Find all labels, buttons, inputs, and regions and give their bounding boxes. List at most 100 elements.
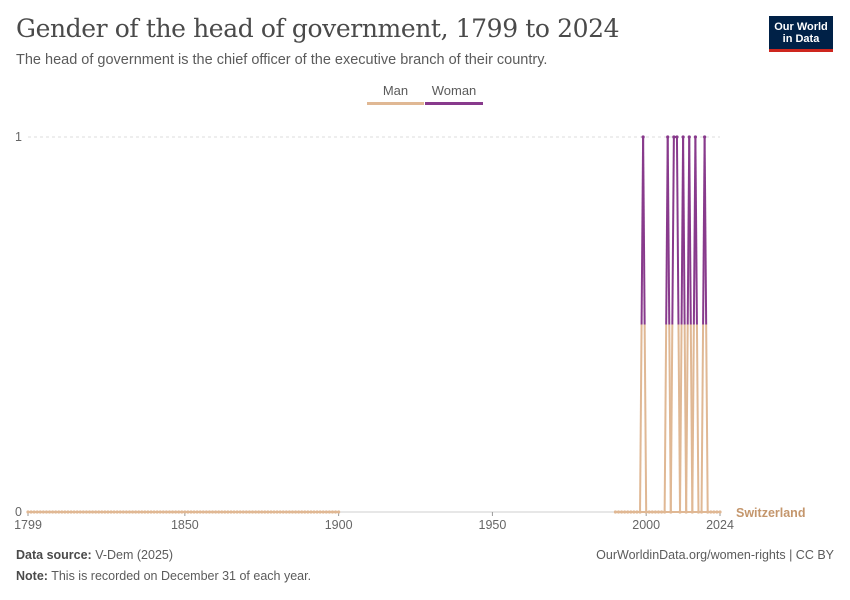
data-point-woman [641,135,645,139]
data-point-man [127,510,132,514]
data-point-woman [687,135,691,139]
data-point-man [696,510,701,514]
series-line-man [685,324,689,513]
data-point-man [284,510,288,514]
data-point-man [103,510,107,514]
data-point-man [167,510,172,514]
data-point-man [54,510,58,514]
footer-note: Note: This is recorded on December 31 of… [16,569,311,583]
data-point-man [35,510,39,514]
y-tick-label: 1 [15,130,22,144]
data-point-man [333,510,338,514]
legend-swatch-woman [425,102,483,105]
x-tick-label: 1900 [325,518,353,532]
data-point-man [287,510,292,514]
legend-item-man[interactable]: Man [367,83,424,105]
data-point-man [143,510,147,514]
data-point-man [41,510,45,514]
data-point-man [57,510,61,514]
series-line-man [695,324,700,513]
series-line-man [669,324,674,513]
data-point-man [232,510,236,514]
data-point-man [653,510,658,514]
data-point-man [318,510,322,514]
data-point-man [699,510,704,514]
data-point-man [201,510,205,514]
data-point-man [118,510,122,514]
series-line-woman [694,136,698,325]
legend-item-woman[interactable]: Woman [425,83,483,105]
data-point-man [152,510,156,514]
chart-title: Gender of the head of government, 1799 t… [16,14,620,43]
data-point-man [210,510,215,514]
data-point-man [712,510,716,514]
legend-label-woman: Woman [431,83,477,98]
source-label: Data source: [16,548,92,562]
data-point-man [650,510,654,514]
data-point-man [72,510,76,514]
data-point-woman [703,135,707,139]
series-line-woman [675,136,680,325]
data-point-man [124,510,129,514]
chart-subtitle: The head of government is the chief offi… [16,52,548,68]
data-point-man [195,510,199,514]
data-point-man [189,510,193,514]
data-point-man [257,510,261,514]
data-point-man [244,510,248,514]
data-point-man [327,510,332,514]
data-point-man [293,510,298,514]
data-point-man [613,510,618,514]
data-point-man [47,510,52,514]
data-point-man [198,510,202,514]
data-point-man [90,510,95,514]
entity-label-switzerland: Switzerland [736,506,805,520]
data-point-man [663,510,667,514]
data-point-man [324,510,328,514]
data-point-man [678,510,682,514]
footer-source: Data source: V-Dem (2025) [16,548,173,562]
series-line-woman [642,136,646,325]
data-point-man [226,510,230,514]
series-line-man [691,324,695,513]
data-point-man [87,510,92,514]
data-point-man [63,510,67,514]
data-point-man [130,510,135,514]
data-point-man [709,510,713,514]
data-point-man [644,510,648,514]
data-point-man [180,510,184,514]
data-point-man [60,510,64,514]
data-point-man [146,510,150,514]
logo-line-1: Our World [774,21,828,33]
data-point-man [269,510,273,514]
data-point-man [253,510,258,514]
data-point-man [290,510,295,514]
x-tick-label: 2000 [632,518,660,532]
data-point-man [623,510,627,514]
data-point-man [635,510,639,514]
data-point-man [177,510,181,514]
x-tick-label: 1950 [479,518,507,532]
data-point-man [78,510,82,514]
data-point-man [260,510,264,514]
owid-logo[interactable]: Our World in Data [769,16,833,52]
legend-swatch-man [367,102,424,105]
data-point-man [26,510,30,514]
footer-url[interactable]: OurWorldinData.org/women-rights | CC BY [596,548,834,562]
data-point-man [718,510,722,514]
x-tick-label: 1799 [14,518,42,532]
data-point-woman [693,135,697,139]
source-value[interactable]: V-Dem (2025) [95,548,174,562]
data-point-man [266,510,270,514]
data-point-man [170,510,175,514]
data-point-man [207,510,212,514]
data-point-man [112,510,116,514]
data-point-man [638,510,642,514]
data-point-man [100,510,104,514]
data-point-man [106,510,110,514]
data-point-man [297,510,301,514]
data-point-man [164,510,168,514]
data-point-man [94,510,98,514]
data-point-man [690,510,694,514]
data-point-man [192,510,196,514]
